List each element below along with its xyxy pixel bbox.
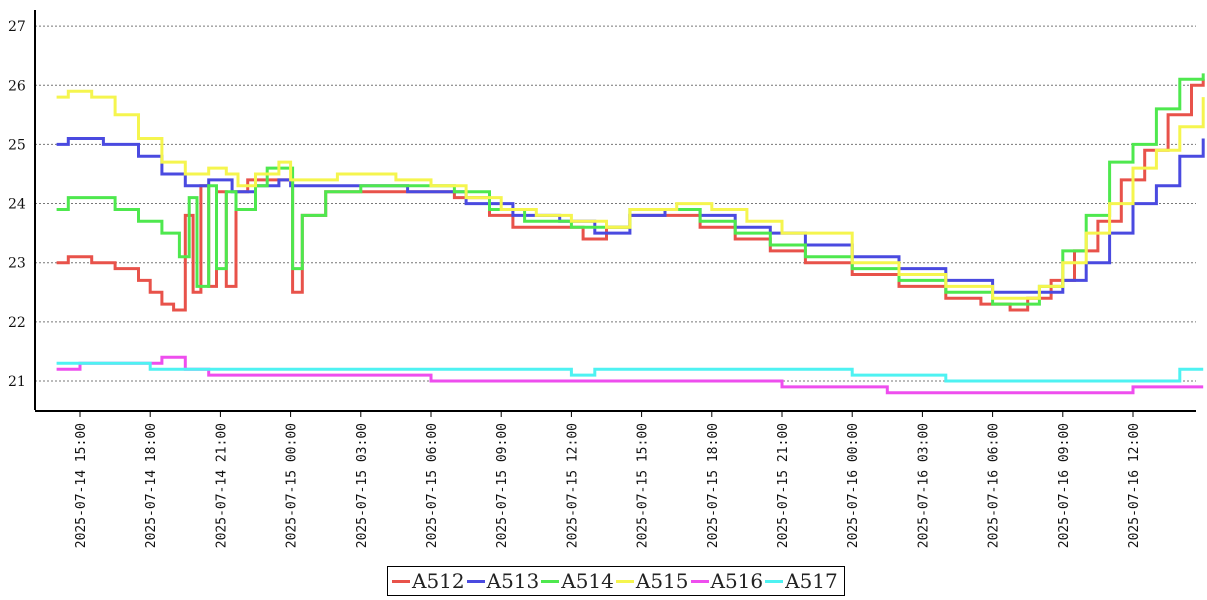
x-tick-label: 2025-07-16 03:00 <box>916 423 931 548</box>
y-tick-labels: 21 22 23 24 25 26 27 <box>8 19 26 390</box>
legend-item-A515: A515 <box>615 569 689 593</box>
y-tick-label: 25 <box>8 137 26 153</box>
legend-item-A512: A512 <box>392 569 465 593</box>
x-tick-label: 2025-07-14 15:00 <box>74 423 89 548</box>
series-lines <box>56 73 1205 395</box>
x-tick-label: 2025-07-14 21:00 <box>214 423 229 548</box>
x-tick-label: 2025-07-15 18:00 <box>706 423 721 548</box>
legend-swatch <box>541 579 560 583</box>
x-tick-label: 2025-07-15 12:00 <box>565 423 580 548</box>
legend: A512 A513 A514 A515 A516 A517 <box>387 566 845 596</box>
y-tick-label: 23 <box>8 256 26 272</box>
legend-item-A513: A513 <box>466 569 540 593</box>
x-tick-label: 2025-07-15 00:00 <box>285 423 300 548</box>
axes <box>34 10 1196 417</box>
x-tick-label: 2025-07-16 00:00 <box>846 423 861 548</box>
x-tick-labels: 2025-07-14 15:00 2025-07-14 18:00 2025-07-… <box>74 423 1142 548</box>
y-tick-label: 24 <box>8 197 26 213</box>
y-tick-label: 27 <box>8 19 26 35</box>
legend-label: A512 <box>412 569 465 593</box>
gridlines <box>35 25 1196 382</box>
x-tick-label: 2025-07-15 03:00 <box>355 423 370 548</box>
x-tick-label: 2025-07-16 06:00 <box>987 423 1002 548</box>
legend-swatch <box>392 579 410 583</box>
legend-label: A513 <box>486 569 540 593</box>
x-tick-label: 2025-07-15 15:00 <box>636 423 651 548</box>
y-tick-label: 21 <box>8 374 26 390</box>
legend-label: A517 <box>785 569 838 593</box>
y-tick-label: 22 <box>8 315 26 331</box>
series-line-A514 <box>56 73 1205 306</box>
series-line-A516 <box>56 355 1204 395</box>
x-tick-label: 2025-07-15 06:00 <box>425 423 440 548</box>
legend-label: A514 <box>561 569 614 593</box>
legend-label: A515 <box>635 569 689 593</box>
x-tick-label: 2025-07-15 09:00 <box>495 423 510 548</box>
series-line-A515 <box>56 89 1205 300</box>
x-tick-label: 2025-07-14 18:00 <box>144 423 159 548</box>
x-tick-label: 2025-07-16 12:00 <box>1127 423 1142 548</box>
y-tick-label: 26 <box>8 78 26 94</box>
legend-item-A514: A514 <box>541 569 614 593</box>
legend-swatch <box>615 579 634 583</box>
legend-swatch <box>765 579 784 583</box>
legend-item-A517: A517 <box>765 569 838 593</box>
x-tick-label: 2025-07-15 21:00 <box>776 423 791 548</box>
series-line-A512 <box>56 79 1205 312</box>
legend-swatch <box>690 579 709 583</box>
series-line-A517 <box>56 361 1204 383</box>
legend-swatch <box>466 579 485 583</box>
x-tick-label: 2025-07-16 09:00 <box>1057 423 1072 548</box>
legend-item-A516: A516 <box>690 569 764 593</box>
legend-label: A516 <box>710 569 764 593</box>
